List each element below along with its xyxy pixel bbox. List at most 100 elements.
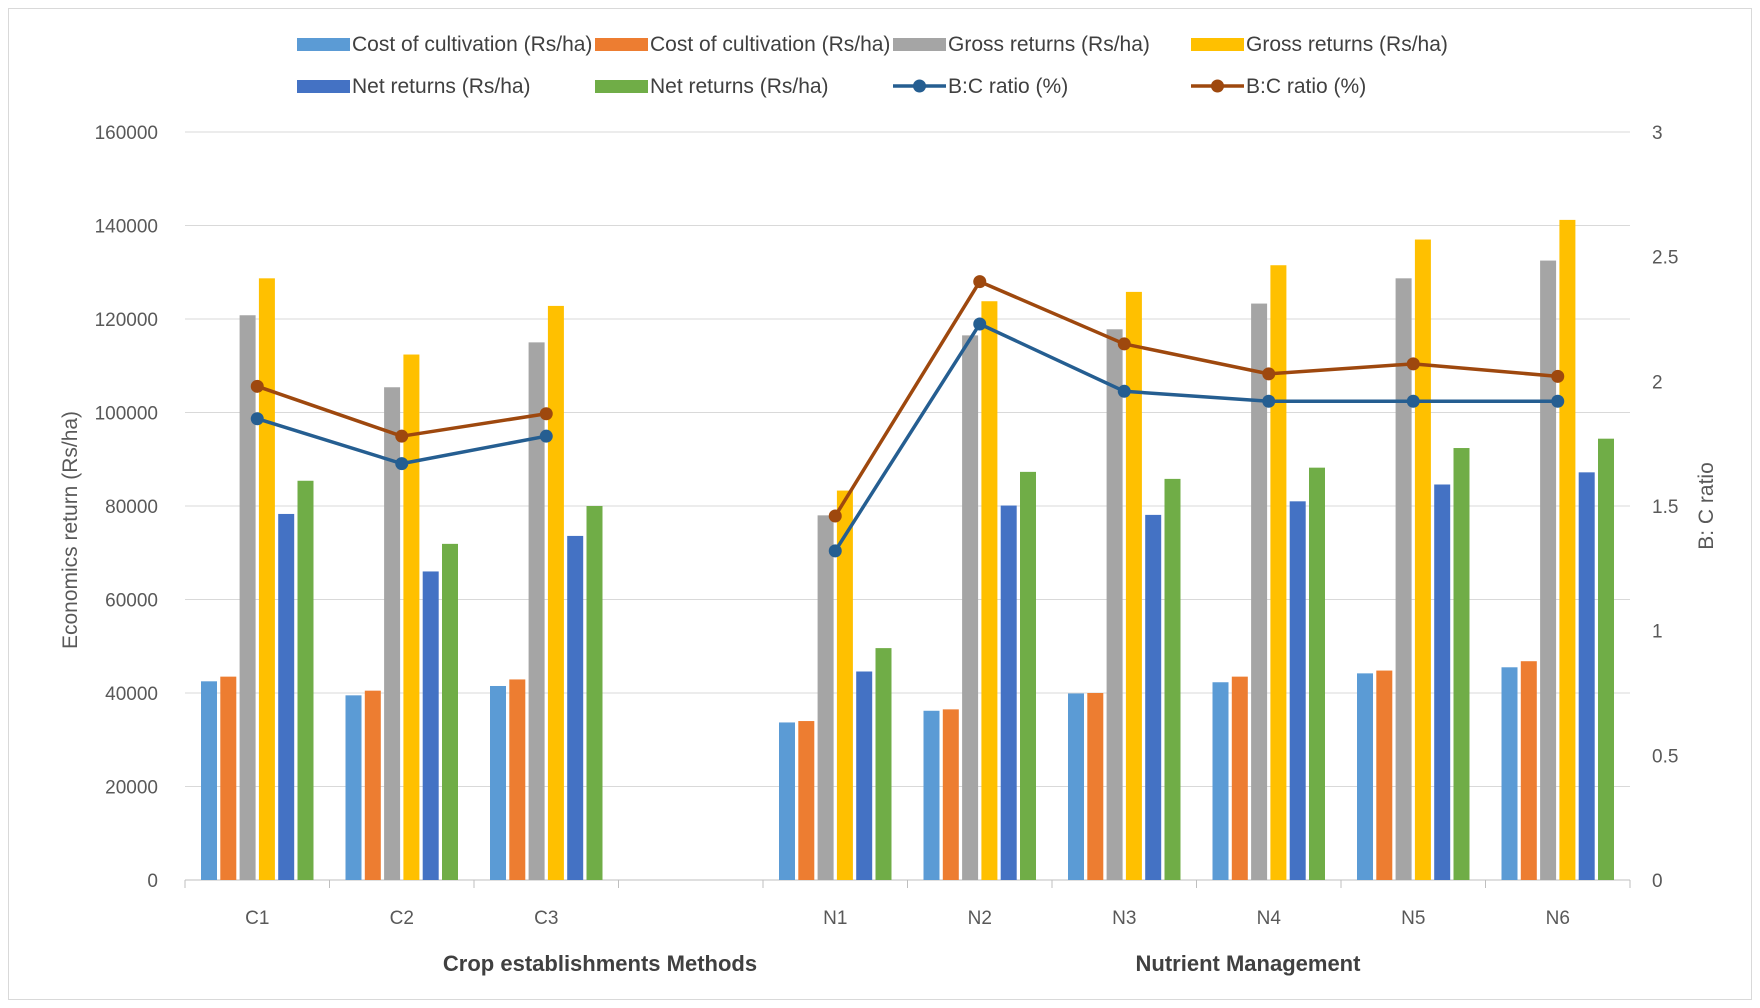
line-point <box>1551 369 1565 383</box>
bar <box>586 506 603 880</box>
bar <box>923 710 940 880</box>
series-line <box>256 384 547 438</box>
bar <box>1145 514 1162 880</box>
bar <box>1068 693 1084 880</box>
bar <box>239 315 256 880</box>
line-point <box>1262 367 1276 381</box>
bar <box>278 513 295 880</box>
line-point <box>539 429 553 443</box>
line-point <box>973 275 987 289</box>
line-point <box>828 509 842 523</box>
y-tick-label: 20000 <box>105 778 158 799</box>
legend-marker <box>1211 79 1224 93</box>
x-tick-label: C3 <box>534 908 558 929</box>
bar <box>1357 673 1373 880</box>
bar <box>442 543 458 880</box>
x-tick-label: N5 <box>1401 908 1425 929</box>
legend-swatch <box>297 38 350 51</box>
y-tick-label: 0 <box>147 871 158 892</box>
x-tick-label: C2 <box>390 908 414 929</box>
x-tick-label: N3 <box>1112 908 1136 929</box>
legend-swatch <box>595 38 648 51</box>
bar <box>509 679 526 880</box>
legend-label: Cost of cultivation (Rs/ha) <box>650 33 890 56</box>
bar <box>1598 438 1614 880</box>
bar <box>1164 478 1181 880</box>
line-point <box>1406 394 1420 408</box>
x-tick-label: C1 <box>245 908 269 929</box>
bar <box>490 685 506 880</box>
legend-label: B:C ratio (%) <box>948 75 1068 98</box>
legend-marker <box>913 79 926 93</box>
line-point <box>395 457 409 471</box>
bar <box>384 387 401 880</box>
y-tick-label: 80000 <box>105 497 158 518</box>
bar <box>364 690 381 880</box>
bar <box>403 354 420 880</box>
bar <box>1020 471 1036 880</box>
bar <box>798 721 815 880</box>
y2-tick-label: 0.5 <box>1652 746 1678 767</box>
bar <box>875 648 892 880</box>
line-point <box>395 429 409 443</box>
legend-swatch <box>297 80 350 93</box>
line-point <box>250 379 264 393</box>
bar <box>258 278 275 880</box>
series-line <box>833 322 1558 552</box>
bar <box>1376 670 1393 880</box>
bar <box>1578 472 1595 880</box>
bar <box>201 681 217 880</box>
y2-tick-label: 3 <box>1652 123 1663 144</box>
legend-swatch <box>1191 38 1244 51</box>
bar <box>856 671 873 880</box>
line-point <box>1117 337 1131 351</box>
bar <box>1125 291 1142 880</box>
bar <box>1270 265 1287 880</box>
bar <box>942 709 959 880</box>
legend-label: B:C ratio (%) <box>1246 75 1366 98</box>
legend: Cost of cultivation (Rs/ha) Cost of culti… <box>297 33 1448 98</box>
x-tick-label: N1 <box>823 908 847 929</box>
bar <box>1087 693 1104 880</box>
bar <box>422 571 439 880</box>
y-tick-label: 120000 <box>95 310 158 331</box>
bar <box>962 335 979 880</box>
bar <box>1289 501 1306 880</box>
y2-tick-label: 2.5 <box>1652 248 1678 269</box>
bar <box>1434 484 1451 880</box>
y-tick-label: 60000 <box>105 591 158 612</box>
line-point <box>539 407 553 421</box>
x-axis-ticks: C1 C2 C3 N1 N2 N3 N4 N5 N6 <box>184 880 1631 929</box>
bar <box>297 480 314 880</box>
bar <box>1000 505 1017 880</box>
bar <box>1520 661 1537 880</box>
x-tick-label: N4 <box>1257 908 1282 929</box>
line-point <box>1117 384 1131 398</box>
bar <box>547 305 564 880</box>
bar <box>1309 467 1325 880</box>
bar <box>1501 667 1518 880</box>
legend-label: Cost of cultivation (Rs/ha) <box>352 33 592 56</box>
bar <box>817 515 834 880</box>
bar <box>528 342 545 880</box>
legend-label: Gross returns (Rs/ha) <box>1246 33 1448 56</box>
y-tick-label: 100000 <box>95 404 158 425</box>
bar <box>345 695 362 880</box>
bar <box>1414 239 1431 880</box>
bar <box>1231 676 1248 880</box>
bar <box>779 722 795 880</box>
line-point <box>828 544 842 558</box>
x-tick-label: N2 <box>968 908 992 929</box>
bar <box>981 301 998 880</box>
y2-tick-label: 0 <box>1652 871 1663 892</box>
y-tick-label: 40000 <box>105 684 158 705</box>
bar <box>1212 682 1229 880</box>
line-point <box>250 412 264 426</box>
bar <box>567 535 584 880</box>
bar <box>836 490 853 880</box>
legend-swatch <box>893 38 946 51</box>
line-point <box>1406 357 1420 371</box>
series-line <box>833 279 1558 517</box>
bar <box>1395 278 1412 880</box>
